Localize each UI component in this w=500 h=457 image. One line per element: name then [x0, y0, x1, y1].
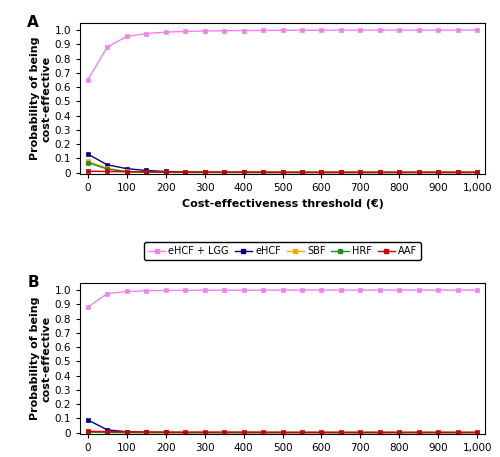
Text: A: A [28, 15, 39, 30]
Text: B: B [28, 276, 39, 290]
Y-axis label: Probability of being
cost-effective: Probability of being cost-effective [30, 297, 52, 420]
Y-axis label: Probability of being
cost-effective: Probability of being cost-effective [30, 37, 52, 160]
Legend: eHCF + LGG, eHCF, SBF, HRF, AAF: eHCF + LGG, eHCF, SBF, HRF, AAF [144, 242, 421, 260]
X-axis label: Cost-effectiveness threshold (€): Cost-effectiveness threshold (€) [182, 199, 384, 209]
